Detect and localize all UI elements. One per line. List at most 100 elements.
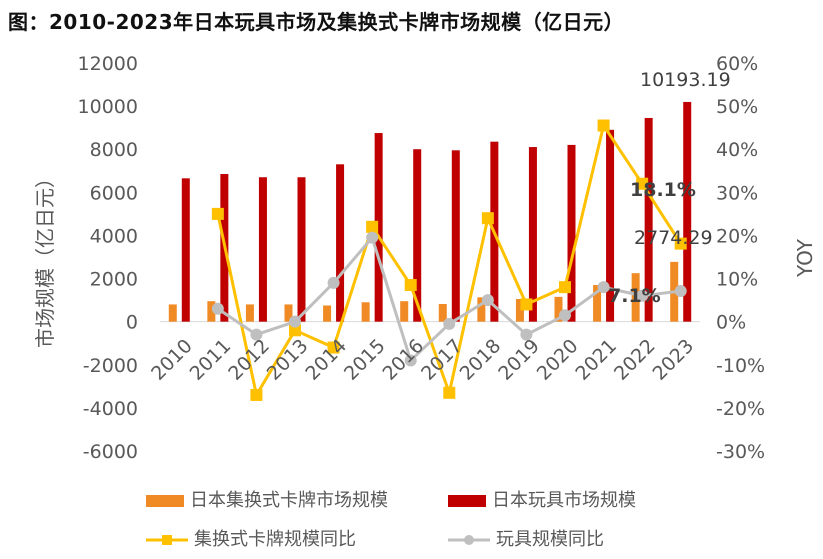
line-series — [211, 119, 687, 401]
y-tick-label-right: -30% — [716, 441, 765, 463]
legend-item-card-yoy: 集换式卡牌规模同比 — [146, 525, 356, 551]
marker-card-yoy — [366, 220, 379, 233]
y-tick-label-right: -10% — [716, 355, 765, 377]
bar-card-market — [515, 299, 524, 322]
x-tick-label: 2022 — [610, 335, 660, 385]
marker-toy-yoy — [636, 289, 649, 302]
bar-card-market — [284, 304, 293, 322]
x-tick-label: 2018 — [456, 335, 506, 385]
bar-toy-market — [374, 133, 383, 322]
legend-label: 玩具规模同比 — [496, 529, 604, 550]
legend-swatch-red-bar — [448, 495, 486, 507]
y-tick-label-right: 30% — [716, 182, 758, 204]
bar-card-market — [245, 304, 254, 322]
legend-item-toy-market: 日本玩具市场规模 — [448, 486, 636, 512]
x-tick-label: 2020 — [533, 335, 583, 385]
bar-card-market — [323, 305, 332, 322]
y-tick-label-left: 2000 — [90, 269, 138, 291]
legend-swatch-gray-line — [448, 535, 490, 545]
y-axis-label-right: YOY — [793, 238, 817, 278]
bar-card-market — [477, 297, 486, 322]
x-tick-label: 2011 — [186, 335, 236, 385]
marker-card-yoy — [674, 237, 687, 250]
marker-toy-yoy — [327, 276, 340, 289]
x-tick-label: 2016 — [378, 335, 428, 385]
y-tick-label-left: -6000 — [83, 441, 138, 463]
marker-toy-yoy — [211, 302, 224, 315]
marker-card-yoy — [559, 281, 571, 294]
marker-card-yoy — [481, 212, 494, 225]
marker-toy-yoy — [481, 294, 494, 307]
marker-card-yoy — [327, 341, 340, 354]
bar-toy-market — [336, 164, 345, 322]
bar-toy-market — [181, 178, 190, 322]
legend-label: 日本集换式卡牌市场规模 — [190, 490, 388, 511]
marker-card-yoy — [250, 388, 263, 401]
bar-toy-market — [297, 177, 306, 322]
marker-card-yoy — [289, 324, 301, 337]
bar-toy-market — [258, 177, 267, 322]
bar-card-market — [168, 304, 177, 322]
y-tick-label-right: 10% — [716, 269, 758, 291]
marker-card-yoy — [443, 386, 456, 399]
x-tick-label: 2014 — [301, 335, 351, 385]
legend-swatch-yellow-line — [146, 535, 188, 545]
data-label: 2774.29 — [634, 227, 713, 249]
bar-card-market — [593, 285, 602, 322]
y-tick-label-left: -4000 — [83, 398, 138, 420]
x-tick-label: 2023 — [648, 335, 698, 385]
bar-card-market — [554, 296, 563, 322]
y-tick-label-right: 40% — [716, 139, 758, 161]
marker-card-yoy — [211, 207, 224, 220]
y-tick-label-right: -20% — [716, 398, 765, 420]
marker-toy-yoy — [597, 281, 610, 294]
left-axis-ticks: 12000 10000 8000 6000 4000 2000 0 -2000 -4000 -60… — [78, 53, 138, 463]
data-label: 10193.19 — [640, 69, 731, 91]
y-tick-label-left: 4000 — [90, 225, 138, 247]
legend-item-card-market: 日本集换式卡牌市场规模 — [146, 486, 388, 512]
bar-card-market — [400, 301, 409, 322]
marker-card-yoy — [404, 279, 417, 292]
x-tick-label: 2015 — [340, 335, 390, 385]
x-tick-label: 2021 — [571, 335, 621, 385]
bar-toy-market — [683, 101, 692, 322]
y-tick-label-left: 0 — [126, 312, 138, 334]
y-tick-label-left: 12000 — [78, 53, 138, 75]
x-tick-label: 2010 — [147, 335, 197, 385]
bar-toy-market — [644, 117, 653, 322]
data-label: 18.1% — [630, 179, 696, 201]
data-label: 7.1% — [608, 285, 661, 307]
x-tick-label: 2019 — [494, 335, 544, 385]
legend-item-toy-yoy: 玩具规模同比 — [448, 525, 604, 551]
bar-card-market — [361, 302, 370, 322]
marker-toy-yoy — [559, 309, 571, 322]
y-tick-label-right: 20% — [716, 225, 758, 247]
bar-card-market — [207, 301, 216, 322]
marker-toy-yoy — [404, 354, 417, 367]
legend-swatch-orange-bar — [146, 495, 184, 507]
y-tick-label-right: 0% — [716, 312, 746, 334]
figure-title: 图：2010-2023年日本玩具市场及集换式卡牌市场规模（亿日元） — [8, 10, 625, 34]
marker-card-yoy — [520, 298, 533, 311]
marker-toy-yoy — [443, 317, 456, 330]
y-tick-label-right: 50% — [716, 96, 758, 118]
y-tick-label-left: -2000 — [83, 355, 138, 377]
marker-toy-yoy — [250, 328, 263, 341]
bar-toy-market — [528, 147, 537, 322]
bar-card-market — [438, 303, 447, 322]
marker-toy-yoy — [366, 231, 379, 244]
y-tick-label-left: 6000 — [90, 182, 138, 204]
y-tick-label-left: 8000 — [90, 139, 138, 161]
marker-toy-yoy — [520, 328, 533, 341]
x-axis-ticks: 2010201120122013201420152016201720182019… — [147, 335, 698, 385]
bar-card-market — [631, 273, 640, 322]
marker-toy-yoy — [289, 315, 301, 328]
y-axis-label-left: 市场规模（亿日元） — [33, 168, 57, 348]
bar-toy-market — [567, 144, 576, 322]
marker-card-yoy — [597, 119, 610, 132]
y-tick-label-right: 60% — [716, 53, 758, 75]
legend-label: 日本玩具市场规模 — [492, 490, 636, 511]
legend-label: 集换式卡牌规模同比 — [194, 529, 356, 550]
bar-toy-market — [606, 129, 615, 322]
